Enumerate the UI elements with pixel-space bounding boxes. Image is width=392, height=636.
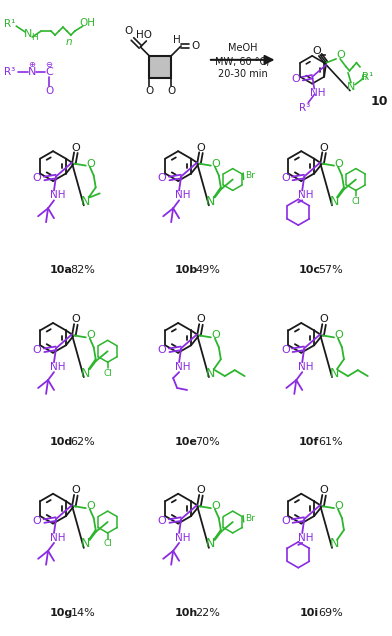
Text: 22%: 22% xyxy=(196,608,220,618)
Text: O: O xyxy=(33,516,42,526)
Text: NH: NH xyxy=(50,190,66,200)
Text: C: C xyxy=(45,67,53,77)
Text: O: O xyxy=(211,501,220,511)
Text: O: O xyxy=(33,174,42,184)
Text: O: O xyxy=(86,501,95,511)
Text: O: O xyxy=(196,314,205,324)
Text: 10b: 10b xyxy=(174,265,198,275)
Text: O: O xyxy=(320,485,328,495)
Text: O: O xyxy=(196,142,205,153)
Text: N: N xyxy=(24,29,33,39)
Text: O: O xyxy=(211,330,220,340)
Text: O: O xyxy=(335,330,343,340)
Text: 70%: 70% xyxy=(196,437,220,447)
Text: N: N xyxy=(28,67,36,77)
Text: Br: Br xyxy=(245,514,255,523)
Text: O: O xyxy=(158,516,167,526)
Text: N: N xyxy=(206,537,216,550)
Text: O: O xyxy=(320,142,328,153)
Text: n: n xyxy=(361,72,367,81)
Text: O: O xyxy=(71,485,80,495)
Text: 49%: 49% xyxy=(196,265,220,275)
Text: O: O xyxy=(124,26,132,36)
Text: N: N xyxy=(329,195,339,208)
Text: O: O xyxy=(71,314,80,324)
Text: O: O xyxy=(45,86,53,95)
Text: HO: HO xyxy=(136,30,152,40)
Text: 82%: 82% xyxy=(71,265,95,275)
Text: O: O xyxy=(196,485,205,495)
Text: NH: NH xyxy=(298,362,314,372)
Text: N: N xyxy=(81,195,91,208)
Text: 14%: 14% xyxy=(71,608,95,618)
Text: O: O xyxy=(335,501,343,511)
Text: O: O xyxy=(191,41,199,51)
Text: NH: NH xyxy=(298,533,314,543)
Text: N: N xyxy=(347,81,355,92)
Text: NH: NH xyxy=(50,362,66,372)
Text: O: O xyxy=(86,330,95,340)
Text: 10c: 10c xyxy=(298,265,320,275)
Text: O: O xyxy=(291,74,300,84)
Text: 69%: 69% xyxy=(319,608,343,618)
Text: O: O xyxy=(335,158,343,169)
Text: 10d: 10d xyxy=(49,437,73,447)
Text: R³: R³ xyxy=(4,67,15,77)
Text: 10: 10 xyxy=(371,95,388,108)
Text: N: N xyxy=(206,366,216,380)
Text: O: O xyxy=(167,86,175,95)
Text: NH: NH xyxy=(175,190,191,200)
Text: ⊖: ⊖ xyxy=(45,60,53,69)
Text: O: O xyxy=(145,86,153,95)
Text: 10i: 10i xyxy=(299,608,319,618)
Text: O: O xyxy=(281,174,290,184)
Text: N: N xyxy=(329,537,339,550)
Text: 10g: 10g xyxy=(49,608,73,618)
Text: 62%: 62% xyxy=(71,437,95,447)
Text: O: O xyxy=(320,314,328,324)
Text: N: N xyxy=(81,537,91,550)
Text: 10h: 10h xyxy=(174,608,198,618)
Text: O: O xyxy=(158,174,167,184)
Text: O: O xyxy=(33,345,42,356)
Text: 61%: 61% xyxy=(319,437,343,447)
Text: Cl: Cl xyxy=(103,369,112,378)
Text: N: N xyxy=(206,195,216,208)
Text: MeOH: MeOH xyxy=(228,43,258,53)
Text: R¹: R¹ xyxy=(4,19,15,29)
Text: Cl: Cl xyxy=(103,539,112,548)
Text: 57%: 57% xyxy=(319,265,343,275)
Text: O: O xyxy=(337,50,345,60)
Text: 10a: 10a xyxy=(49,265,73,275)
Text: NH: NH xyxy=(50,533,66,543)
Text: MW, 60 °C,: MW, 60 °C, xyxy=(216,57,270,67)
Text: O: O xyxy=(86,158,95,169)
Text: OH: OH xyxy=(80,18,96,28)
Text: N: N xyxy=(81,366,91,380)
Text: 20-30 min: 20-30 min xyxy=(218,69,268,79)
Text: N: N xyxy=(329,366,339,380)
Text: n: n xyxy=(65,37,72,47)
Text: Br: Br xyxy=(245,172,255,181)
Text: Cl: Cl xyxy=(351,197,360,206)
Text: R³: R³ xyxy=(299,102,310,113)
Text: 10e: 10e xyxy=(174,437,198,447)
Text: 10f: 10f xyxy=(299,437,319,447)
Text: NH: NH xyxy=(175,362,191,372)
Text: H: H xyxy=(31,34,38,43)
Text: ⊕: ⊕ xyxy=(29,60,36,69)
Text: NH: NH xyxy=(310,88,325,97)
Text: R¹: R¹ xyxy=(362,72,374,81)
Text: H: H xyxy=(173,35,181,45)
Text: NH: NH xyxy=(298,190,314,200)
Text: O: O xyxy=(312,46,321,56)
Text: O: O xyxy=(158,345,167,356)
Text: O: O xyxy=(281,516,290,526)
Text: O: O xyxy=(281,345,290,356)
Text: O: O xyxy=(211,158,220,169)
Text: O: O xyxy=(71,142,80,153)
Polygon shape xyxy=(149,56,171,78)
Text: NH: NH xyxy=(175,533,191,543)
